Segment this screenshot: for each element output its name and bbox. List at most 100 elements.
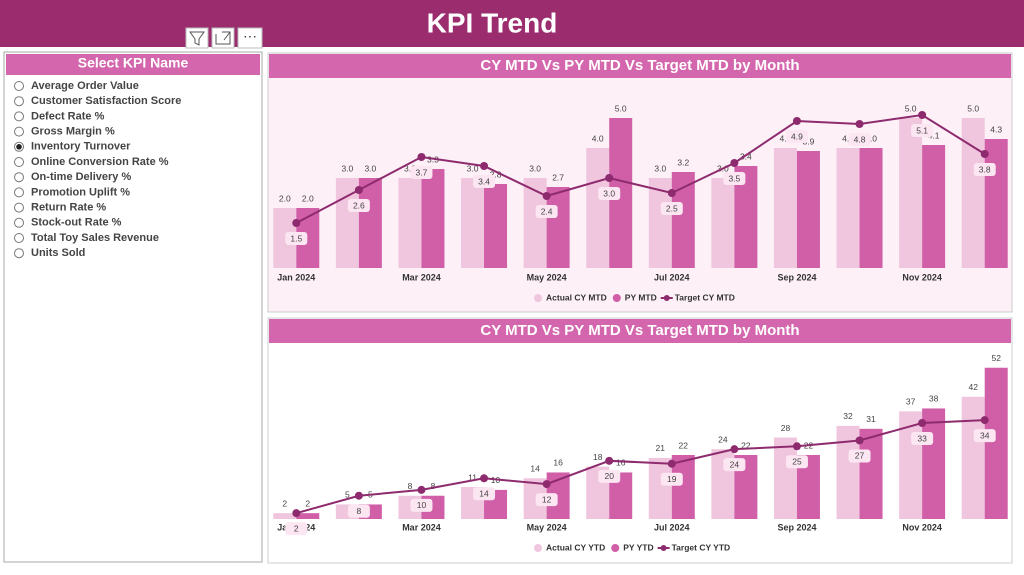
data-label-box <box>911 124 934 137</box>
slicer-option[interactable]: Total Toy Sales Revenue <box>31 232 159 244</box>
data-label: 3.9 <box>803 136 815 146</box>
legend-label: PY MTD <box>625 292 657 302</box>
legend-label: PY YTD <box>623 542 653 552</box>
line-marker <box>730 445 739 454</box>
bar <box>671 455 695 519</box>
data-label: 2.0 <box>279 193 291 203</box>
data-label-box <box>660 472 683 486</box>
data-label-box <box>598 187 621 200</box>
data-label-box <box>473 175 496 188</box>
radio-button[interactable] <box>14 172 24 183</box>
data-label-box <box>723 172 746 185</box>
radio-button[interactable] <box>14 217 24 228</box>
radio-button[interactable] <box>14 81 24 91</box>
data-label: 33 <box>917 433 927 443</box>
chart-panel <box>267 52 1013 313</box>
x-tick-label: Sep 2024 <box>777 522 816 532</box>
data-label-box <box>535 205 558 218</box>
radio-button[interactable] <box>14 96 24 107</box>
chart-title: CY MTD Vs PY MTD Vs Target MTD by Month <box>480 57 799 74</box>
data-label-box <box>285 522 308 536</box>
data-label: 3.5 <box>728 173 740 183</box>
slicer-option[interactable]: Stock-out Rate % <box>31 217 122 229</box>
bar <box>421 169 445 268</box>
slicer-option[interactable]: Return Rate % <box>31 202 106 214</box>
radio-button[interactable] <box>14 248 24 259</box>
data-label: 3.8 <box>979 164 991 174</box>
slicer-option[interactable]: Units Sold <box>31 247 85 259</box>
line-marker <box>480 474 489 483</box>
data-label-box <box>598 469 621 483</box>
line-marker <box>417 485 426 494</box>
line-marker <box>667 189 676 197</box>
data-label: 11 <box>468 472 477 482</box>
radio-selected <box>16 144 22 150</box>
legend-label: Actual CY YTD <box>546 542 605 552</box>
legend-swatch <box>534 544 542 552</box>
data-label: 3.4 <box>478 176 490 186</box>
bar <box>836 425 860 519</box>
radio-button[interactable] <box>14 157 24 167</box>
data-label: 5.0 <box>905 103 917 113</box>
bar <box>484 184 508 268</box>
bar <box>648 178 672 268</box>
data-label: 4.9 <box>791 131 803 141</box>
data-label: 34 <box>980 430 990 440</box>
line-marker <box>918 111 927 119</box>
more-glyph: ··· <box>243 28 257 44</box>
x-tick-label: Sep 2024 <box>777 272 816 282</box>
data-label: 38 <box>929 394 939 404</box>
slicer-option[interactable]: Gross Margin % <box>31 126 115 138</box>
line-marker <box>855 436 864 445</box>
bar <box>546 472 570 519</box>
bar <box>586 148 610 268</box>
data-label: 2 <box>282 498 287 508</box>
data-label: 4.1 <box>928 130 940 140</box>
data-label-box <box>535 493 558 507</box>
bar <box>984 367 1008 519</box>
line-marker <box>667 459 676 468</box>
data-label: 3.0 <box>603 188 615 198</box>
data-label: 14 <box>530 464 540 474</box>
data-label: 24 <box>730 459 740 469</box>
slicer-option[interactable]: Inventory Turnover <box>31 141 131 153</box>
target-line <box>295 113 986 224</box>
slicer-option[interactable]: Defect Rate % <box>31 110 105 122</box>
x-tick-label: Jul 2024 <box>654 522 690 532</box>
slicer-option[interactable]: Customer Satisfaction Score <box>31 95 181 107</box>
slicer-option[interactable]: On-time Delivery % <box>31 171 131 183</box>
slicer-option[interactable]: Average Order Value <box>31 80 139 92</box>
radio-button[interactable] <box>14 111 24 122</box>
chart-panel <box>267 317 1013 564</box>
x-tick-label: Mar 2024 <box>402 522 441 532</box>
visual-toolbar[interactable]: ··· <box>185 27 263 49</box>
data-label: 42 <box>968 382 978 392</box>
bar <box>796 455 820 519</box>
line-marker <box>605 174 614 182</box>
data-label: 2.6 <box>353 200 365 210</box>
focus-icon[interactable] <box>211 27 235 49</box>
radio-button[interactable] <box>14 126 24 137</box>
radio-button[interactable] <box>14 202 24 213</box>
slicer-option[interactable]: Promotion Uplift % <box>31 186 130 198</box>
data-label-box <box>723 458 746 472</box>
x-tick-label: Jan 2024 <box>277 272 315 282</box>
line-marker <box>605 456 614 465</box>
more-icon[interactable] <box>237 27 263 49</box>
data-label: 14 <box>479 489 489 499</box>
data-label: 3.0 <box>404 163 416 173</box>
data-label: 2.7 <box>552 172 564 182</box>
line-marker <box>354 186 363 194</box>
data-label-box <box>848 133 871 146</box>
data-label: 27 <box>855 451 865 461</box>
data-label: 20 <box>604 471 614 481</box>
radio-button[interactable] <box>14 233 24 243</box>
bar <box>984 139 1008 268</box>
radio-button[interactable] <box>14 187 24 198</box>
filter-icon[interactable] <box>185 27 209 49</box>
slicer-option[interactable]: Online Conversion Rate % <box>31 156 169 168</box>
bar <box>922 145 946 268</box>
bar <box>773 437 797 519</box>
